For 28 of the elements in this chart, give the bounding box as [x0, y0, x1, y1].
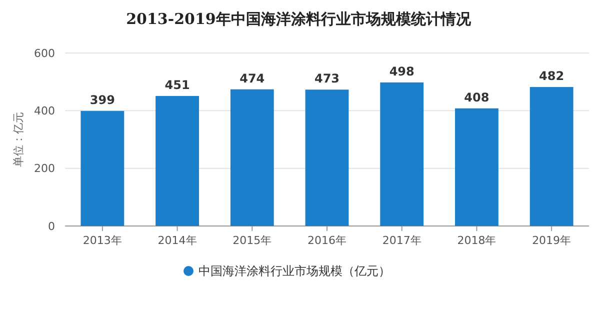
x-tick-label: 2018年 — [457, 234, 496, 247]
y-tick-label: 400 — [34, 104, 55, 118]
y-tick-label: 200 — [34, 162, 55, 176]
x-tick-label: 2019年 — [532, 234, 572, 247]
x-tick-label: 2013年 — [82, 234, 122, 247]
y-tick-label: 600 — [34, 46, 55, 60]
legend-label: 中国海洋涂料行业市场规模（亿元） — [198, 264, 390, 278]
x-tick-label: 2017年 — [382, 234, 422, 247]
bar — [305, 90, 349, 226]
chart-title: 2013-2019年中国海洋涂料行业市场规模统计情况 — [126, 10, 472, 28]
y-axis-title: 单位：亿元 — [12, 112, 25, 167]
data-label: 482 — [539, 69, 564, 84]
bar — [530, 87, 574, 226]
data-label: 399 — [90, 92, 115, 107]
data-label: 408 — [464, 90, 490, 104]
y-tick-label: 0 — [48, 220, 55, 233]
bar — [455, 108, 498, 226]
data-label: 498 — [389, 64, 414, 78]
data-label: 474 — [240, 71, 265, 86]
bar — [156, 96, 199, 226]
bar — [380, 82, 424, 226]
bar — [80, 110, 124, 226]
x-tick-label: 2015年 — [232, 234, 272, 247]
bar — [230, 89, 274, 226]
x-tick-label: 2016年 — [308, 234, 346, 247]
data-label: 451 — [164, 78, 190, 92]
data-label: 473 — [314, 72, 340, 86]
x-tick-label: 2014年 — [158, 234, 197, 247]
